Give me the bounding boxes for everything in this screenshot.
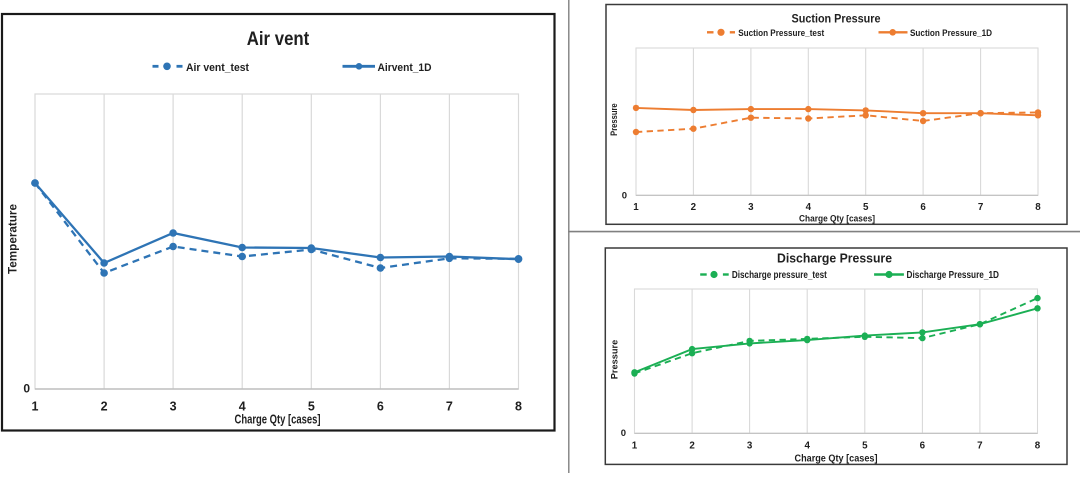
svg-text:1: 1 [633, 202, 639, 213]
svg-text:1: 1 [632, 441, 638, 452]
svg-text:7: 7 [977, 441, 983, 452]
svg-text:8: 8 [1035, 441, 1041, 452]
svg-text:3: 3 [748, 202, 754, 213]
svg-text:Air vent: Air vent [247, 29, 310, 50]
svg-text:Pressure: Pressure [609, 103, 619, 136]
svg-text:4: 4 [804, 441, 810, 452]
svg-text:3: 3 [747, 441, 753, 452]
svg-text:7: 7 [446, 400, 453, 414]
svg-text:Charge Qty [cases]: Charge Qty [cases] [799, 214, 875, 224]
svg-text:5: 5 [308, 400, 315, 414]
svg-text:4: 4 [239, 400, 246, 414]
svg-text:Discharge pressure_test: Discharge pressure_test [732, 270, 828, 281]
svg-text:5: 5 [862, 441, 868, 452]
svg-text:Pressure: Pressure [609, 340, 619, 380]
svg-text:Discharge Pressure_1D: Discharge Pressure_1D [907, 270, 1000, 281]
svg-text:Air vent_test: Air vent_test [186, 62, 249, 74]
svg-text:0: 0 [23, 382, 30, 396]
svg-text:3: 3 [170, 400, 177, 414]
svg-text:Suction Pressure_1D: Suction Pressure_1D [910, 28, 992, 39]
svg-text:6: 6 [920, 441, 926, 452]
svg-text:2: 2 [689, 441, 695, 452]
svg-text:8: 8 [515, 400, 522, 414]
svg-text:Airvent_1D: Airvent_1D [378, 62, 432, 74]
svg-text:0: 0 [622, 191, 627, 202]
svg-text:4: 4 [806, 202, 812, 213]
svg-text:0: 0 [621, 428, 626, 439]
svg-text:2: 2 [691, 202, 697, 213]
svg-text:Suction Pressure_test: Suction Pressure_test [738, 28, 825, 39]
svg-text:6: 6 [377, 400, 384, 414]
svg-text:Charge Qty [cases]: Charge Qty [cases] [235, 413, 321, 427]
svg-text:7: 7 [978, 202, 984, 213]
svg-text:8: 8 [1035, 202, 1041, 213]
svg-text:Temperature: Temperature [6, 204, 20, 274]
svg-text:5: 5 [863, 202, 869, 213]
svg-text:2: 2 [101, 400, 108, 414]
svg-text:Discharge Pressure: Discharge Pressure [777, 250, 892, 265]
svg-text:6: 6 [920, 202, 926, 213]
svg-text:1: 1 [32, 400, 39, 414]
svg-text:Suction Pressure: Suction Pressure [792, 14, 881, 26]
svg-text:Charge Qty [cases]: Charge Qty [cases] [795, 454, 878, 465]
